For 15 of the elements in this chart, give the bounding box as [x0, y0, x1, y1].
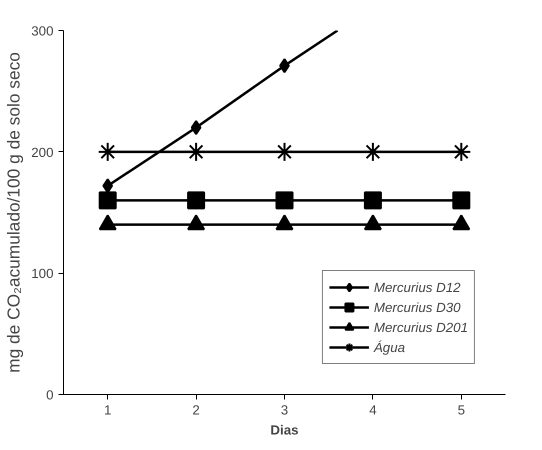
y-tick-label: 0	[46, 388, 54, 402]
legend-label: Mercurius D30	[374, 300, 461, 314]
y-tick-label: 100	[31, 266, 54, 282]
legend-label: Mercurius D201	[374, 320, 468, 334]
y-tick-label: 300	[31, 24, 54, 38]
y-axis-title: mg de CO₂acumulado/100 g de solo seco	[3, 52, 24, 373]
x-axis-title: Dias	[270, 422, 299, 438]
x-tick-label: 5	[458, 402, 466, 418]
y-tick-label: 200	[31, 144, 54, 160]
x-tick-label: 2	[192, 402, 200, 418]
x-tick-label: 3	[280, 402, 288, 418]
legend-label: Água	[374, 340, 406, 354]
x-tick-label: 4	[369, 402, 378, 418]
x-tick-label: 1	[104, 402, 112, 418]
legend-label: Mercurius D12	[374, 280, 461, 294]
